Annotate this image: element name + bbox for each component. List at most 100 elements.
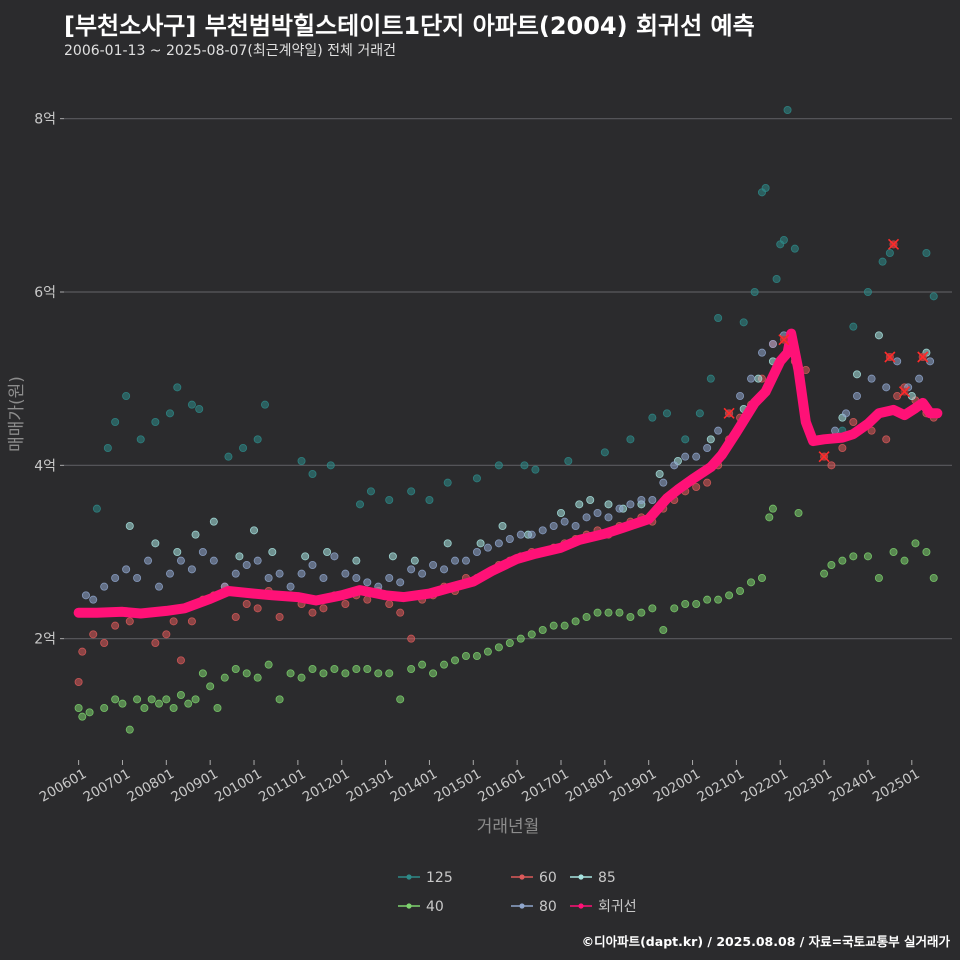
legend-item-3: 40 (398, 899, 444, 915)
point-40-55 (615, 608, 624, 617)
point-85-5 (235, 552, 244, 561)
legend-label-5: 회귀선 (598, 899, 637, 915)
point-125-31 (662, 409, 671, 418)
legend-label-4: 80 (539, 899, 557, 915)
point-125-19 (385, 495, 394, 504)
point-40-67 (747, 578, 756, 587)
point-40-71 (794, 508, 803, 517)
point-40-10 (155, 699, 164, 708)
point-40-74 (838, 556, 847, 565)
point-125-37 (750, 287, 759, 296)
point-40-73 (827, 561, 836, 570)
legend-swatch-dot-0 (406, 874, 412, 880)
point-85-0 (125, 522, 134, 531)
highlight-marker-6 (723, 407, 735, 419)
point-40-36 (407, 665, 416, 674)
point-40-22 (253, 673, 262, 682)
point-60-71 (849, 417, 858, 426)
point-60-4 (111, 621, 120, 630)
point-40-4 (111, 695, 120, 704)
x-tick-label-11: 201701 (519, 766, 572, 806)
point-40-50 (560, 621, 569, 630)
point-80-17 (253, 556, 262, 565)
point-125-3 (122, 391, 131, 400)
x-tick-label-10: 201601 (475, 766, 528, 806)
point-80-69 (842, 409, 851, 418)
highlight-markers (723, 238, 929, 463)
point-40-12 (169, 704, 178, 713)
legend-swatch-dot-1 (519, 874, 525, 880)
point-80-30 (396, 578, 405, 587)
highlight-marker-0 (778, 334, 790, 346)
highlight-marker-3 (917, 351, 929, 363)
point-85-14 (476, 539, 485, 548)
point-125-48 (878, 257, 887, 266)
point-40-76 (863, 552, 872, 561)
point-125-36 (739, 318, 748, 327)
point-40-53 (593, 608, 602, 617)
x-tick-label-1: 200701 (81, 766, 134, 806)
point-80-45 (560, 517, 569, 526)
point-80-55 (670, 461, 679, 470)
point-125-51 (929, 292, 938, 301)
point-40-27 (308, 665, 317, 674)
point-125-50 (922, 248, 931, 257)
point-80-18 (264, 574, 273, 583)
point-60-31 (407, 634, 416, 643)
point-40-2 (85, 708, 94, 717)
point-80-57 (692, 452, 701, 461)
point-125-16 (326, 461, 335, 470)
point-80-35 (451, 556, 460, 565)
point-40-48 (538, 626, 547, 635)
highlight-marker-2 (884, 351, 896, 363)
x-tick-label-2: 200801 (124, 766, 177, 806)
point-125-39 (761, 183, 770, 192)
highlight-marker-1 (887, 238, 900, 250)
point-85-12 (410, 556, 419, 565)
point-60-17 (253, 604, 262, 613)
point-125-42 (779, 235, 788, 244)
point-60-2 (89, 630, 98, 639)
point-85-13 (443, 539, 452, 548)
point-80-3 (100, 582, 109, 591)
scatter-points (74, 106, 938, 734)
point-80-53 (648, 495, 657, 504)
point-40-5 (118, 699, 127, 708)
point-80-44 (549, 522, 558, 531)
point-80-54 (659, 478, 668, 487)
point-85-17 (556, 508, 565, 517)
point-40-49 (549, 621, 558, 630)
point-80-19 (275, 569, 284, 578)
legend-swatch-dot-4 (519, 903, 525, 909)
point-40-21 (242, 669, 251, 678)
point-80-26 (352, 574, 361, 583)
point-40-31 (352, 665, 361, 674)
point-40-72 (820, 569, 829, 578)
point-60-10 (176, 656, 185, 665)
point-80-39 (494, 539, 503, 548)
point-85-31 (874, 331, 883, 340)
point-125-32 (681, 435, 690, 444)
point-80-8 (155, 582, 164, 591)
legend-item-1: 60 (511, 870, 557, 886)
point-40-63 (703, 595, 712, 604)
point-40-18 (213, 704, 222, 713)
point-80-1 (81, 591, 90, 600)
point-40-51 (571, 617, 580, 626)
point-85-27 (754, 374, 763, 383)
point-80-49 (604, 513, 613, 522)
point-80-38 (483, 543, 492, 552)
point-40-75 (849, 552, 858, 561)
point-40-44 (494, 643, 503, 652)
point-80-41 (516, 530, 525, 539)
point-40-78 (889, 548, 898, 557)
point-125-28 (600, 448, 609, 457)
point-125-44 (783, 106, 792, 115)
point-125-18 (366, 487, 375, 496)
point-40-43 (483, 647, 492, 656)
x-tick-label-3: 200901 (168, 766, 221, 806)
point-40-68 (757, 574, 766, 583)
x-tick-label-12: 201801 (563, 766, 616, 806)
point-40-81 (922, 548, 931, 557)
